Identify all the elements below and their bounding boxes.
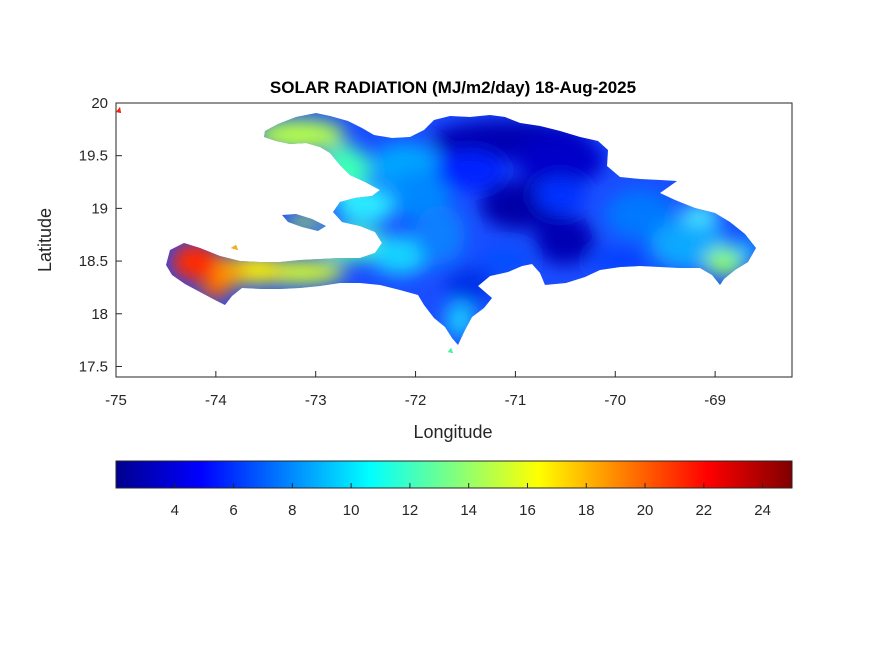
colorbar-tick-label: 16 xyxy=(519,502,536,519)
colorbar-ticks: 4 6 8 10 12 14 16 18 20 22 24 xyxy=(171,483,771,519)
chart-title: SOLAR RADIATION (MJ/m2/day) 18-Aug-2025 xyxy=(270,78,636,97)
colorbar-tick-label: 12 xyxy=(402,502,419,519)
colorbar-tick-label: 14 xyxy=(460,502,477,519)
y-axis-ticks: 17.5 18 18.5 19 19.5 20 xyxy=(79,95,122,375)
colorbar-tick-label: 20 xyxy=(637,502,654,519)
colorbar-tick-label: 4 xyxy=(171,502,179,519)
y-tick-label: 18 xyxy=(91,306,108,323)
y-tick-label: 17.5 xyxy=(79,358,108,375)
colorbar-tick-label: 8 xyxy=(288,502,296,519)
y-axis-label: Latitude xyxy=(35,208,55,272)
colorbar-tick-label: 10 xyxy=(343,502,360,519)
colorbar-tick-label: 18 xyxy=(578,502,595,519)
y-tick-label: 19.5 xyxy=(79,148,108,165)
y-tick-label: 18.5 xyxy=(79,253,108,270)
x-tick-label: -73 xyxy=(305,392,327,409)
x-axis-ticks: -75 -74 -73 -72 -71 -70 -69 xyxy=(105,371,726,409)
colorbar-tick-label: 6 xyxy=(229,502,237,519)
x-tick-label: -71 xyxy=(505,392,527,409)
x-tick-label: -72 xyxy=(405,392,427,409)
x-tick-label: -75 xyxy=(105,392,127,409)
y-tick-label: 19 xyxy=(91,200,108,217)
colorbar-tick-label: 22 xyxy=(695,502,712,519)
x-axis-label: Longitude xyxy=(413,422,492,442)
x-tick-label: -70 xyxy=(604,392,626,409)
y-tick-label: 20 xyxy=(91,95,108,112)
x-tick-label: -74 xyxy=(205,392,227,409)
colorbar-tick-label: 24 xyxy=(754,502,771,519)
colorbar xyxy=(115,460,793,489)
x-tick-label: -69 xyxy=(704,392,726,409)
